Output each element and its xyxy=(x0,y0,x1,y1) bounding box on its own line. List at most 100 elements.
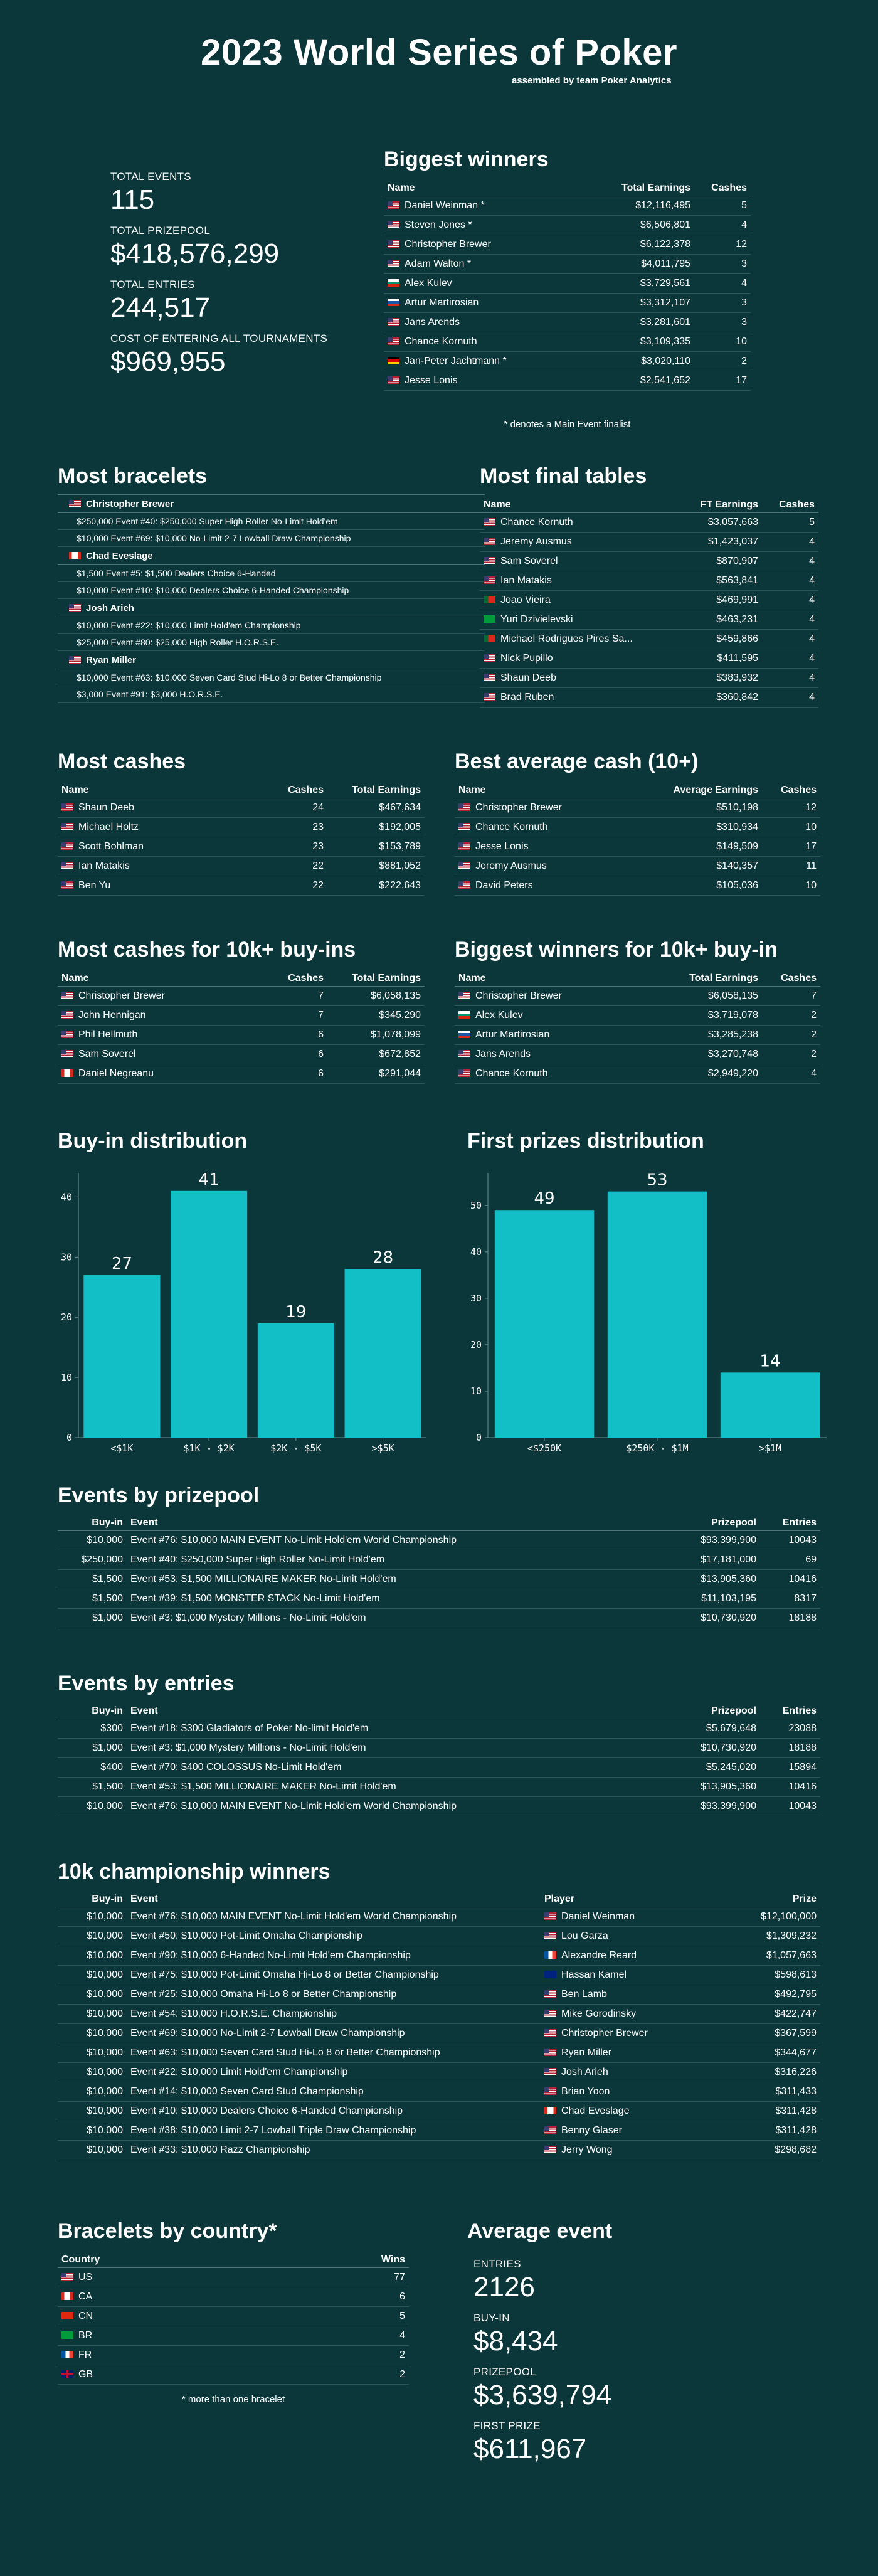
country-text: US xyxy=(78,2272,93,2282)
flag-icon xyxy=(61,2292,73,2300)
cell-country: GB xyxy=(58,2365,346,2385)
y-tick-label: 30 xyxy=(61,1251,72,1263)
cell-prizepool: $13,905,360 xyxy=(647,1569,760,1589)
championship-winners-title: 10k championship winners xyxy=(58,1860,331,1884)
cell-earnings: $105,036 xyxy=(643,876,762,896)
earnings-text: $459,866 xyxy=(716,633,758,644)
cell-country: CA xyxy=(58,2287,346,2307)
col-header: Event xyxy=(127,1513,647,1531)
flag-icon xyxy=(61,992,73,999)
events-entries-table: Buy-in Event Prizepool Entries $300 Event… xyxy=(58,1702,820,1816)
cell-name: Jesse Lonis xyxy=(384,371,591,391)
cell-buyin: $400 xyxy=(58,1757,127,1778)
name-text: Daniel Weinman * xyxy=(405,200,485,211)
cell-entries: 18188 xyxy=(760,1608,820,1628)
name-text: Phil Hellmuth xyxy=(78,1029,138,1040)
cell-earnings: $563,841 xyxy=(668,571,762,591)
player-text: Daniel Weinman xyxy=(561,1911,635,1922)
cell-earnings: $411,595 xyxy=(668,649,762,669)
cell-event: Event #38: $10,000 Limit 2-7 Lowball Tri… xyxy=(127,2121,541,2141)
flag-icon xyxy=(544,2029,556,2037)
cell-entries: 18188 xyxy=(760,1738,820,1758)
table-row: $10,000 Event #76: $10,000 MAIN EVENT No-… xyxy=(58,1530,820,1550)
bar-value-label: 28 xyxy=(373,1248,393,1267)
bar-2 xyxy=(257,1323,334,1438)
player-text: Alexandre Reard xyxy=(561,1950,637,1961)
flag-icon xyxy=(458,842,470,850)
cell-name: Sam Soverel xyxy=(480,551,668,571)
cell-entries: 10043 xyxy=(760,1796,820,1816)
name-text: Ian Matakis xyxy=(500,575,552,586)
name-text: Sam Soverel xyxy=(500,556,558,566)
cashes-text: 7 xyxy=(811,990,817,1001)
flag-icon xyxy=(484,635,495,642)
col-header: Cashes xyxy=(246,969,327,987)
cell-event: Event #3: $1,000 Mystery Millions - No-L… xyxy=(127,1608,647,1628)
cell-prize: $367,599 xyxy=(697,2023,820,2043)
cell-cashes: 12 xyxy=(694,235,751,255)
cell-name: Christopher Brewer xyxy=(58,986,246,1006)
table-row: Daniel Weinman * $12,116,495 5 xyxy=(384,196,751,216)
best-average-title: Best average cash (10+) xyxy=(455,750,699,773)
country-text: GB xyxy=(78,2369,93,2380)
buyin-text: $10,000 xyxy=(87,2086,123,2097)
col-header: Name xyxy=(384,179,591,196)
cell-event: Event #54: $10,000 H.O.R.S.E. Championsh… xyxy=(127,2004,541,2024)
player-name: Josh Arieh xyxy=(86,603,134,613)
cell-cashes: 3 xyxy=(694,254,751,274)
entries-text: 18188 xyxy=(788,1742,817,1753)
table-row: BR 4 xyxy=(58,2326,409,2346)
wins-text: 4 xyxy=(399,2330,405,2341)
col-header: Prizepool xyxy=(647,1513,760,1531)
table-row: Chance Kornuth $310,934 10 xyxy=(455,817,820,837)
cell-name: Jesse Lonis xyxy=(455,837,643,857)
table-row: $10,000 Event #50: $10,000 Pot-Limit Omah… xyxy=(58,1926,820,1946)
earnings-text: $360,842 xyxy=(716,692,758,702)
prize-text: $367,599 xyxy=(775,2028,817,2038)
name-text: Joao Vieira xyxy=(500,595,551,605)
cashes-text: 4 xyxy=(809,556,815,566)
table-row: Michael Holtz 23 $192,005 xyxy=(58,817,425,837)
table-row: CN 5 xyxy=(58,2306,409,2326)
flag-icon xyxy=(484,615,495,623)
table-row: Christopher Brewer 7 $6,058,135 xyxy=(58,986,425,1006)
cell-cashes: 2 xyxy=(762,1025,820,1045)
cell-earnings: $2,541,652 xyxy=(591,371,694,391)
table-row: Daniel Negreanu 6 $291,044 xyxy=(58,1064,425,1084)
cashes-text: 10 xyxy=(805,822,817,832)
prize-text: $422,747 xyxy=(775,2008,817,2019)
best-average-table: Name Average Earnings Cashes Christopher… xyxy=(455,781,820,896)
buyin-text: $400 xyxy=(100,1762,123,1773)
event-text: Event #3: $1,000 Mystery Millions - No-L… xyxy=(130,1613,366,1623)
cell-earnings: $3,109,335 xyxy=(591,332,694,352)
prizepool-text: $10,730,920 xyxy=(701,1613,756,1623)
name-text: Christopher Brewer xyxy=(405,239,491,250)
cell-event: Event #50: $10,000 Pot-Limit Omaha Champ… xyxy=(127,1926,541,1946)
col-header: Total Earnings xyxy=(327,969,425,987)
bracelet-event: $25,000 Event #80: $25,000 High Roller H… xyxy=(58,634,485,651)
col-header: Country xyxy=(58,2250,346,2268)
table-row: Brad Ruben $360,842 4 xyxy=(480,687,818,708)
name-text: Jesse Lonis xyxy=(405,375,458,386)
table-row: $10,000 Event #14: $10,000 Seven Card Stu… xyxy=(58,2082,820,2102)
buyin-text: $10,000 xyxy=(87,2125,123,2136)
col-header: Name xyxy=(58,781,246,798)
name-text: Christopher Brewer xyxy=(78,990,165,1001)
earnings-text: $345,290 xyxy=(379,1010,421,1020)
name-text: Chance Kornuth xyxy=(405,336,477,347)
table-row: David Peters $105,036 10 xyxy=(455,876,820,896)
name-text: Adam Walton * xyxy=(405,258,472,269)
cashes-text: 4 xyxy=(741,278,747,289)
event-text: Event #75: $10,000 Pot-Limit Omaha Hi-Lo… xyxy=(130,1969,439,1980)
flag-icon xyxy=(388,279,399,287)
cell-earnings: $672,852 xyxy=(327,1044,425,1064)
prize-text: $298,682 xyxy=(775,2144,817,2155)
most-bracelets-list: Christopher Brewer $250,000 Event #40: $2… xyxy=(58,494,485,703)
cell-earnings: $870,907 xyxy=(668,551,762,571)
flag-icon xyxy=(458,823,470,830)
name-text: Steven Jones * xyxy=(405,220,472,230)
cell-prizepool: $5,679,648 xyxy=(647,1719,760,1739)
championship-winners-table: Buy-in Event Player Prize $10,000 Event #… xyxy=(58,1890,820,2160)
table-body: Christopher Brewer $6,058,135 7 Alex Kulev $… xyxy=(455,986,820,1084)
cell-cashes: 2 xyxy=(762,1005,820,1026)
